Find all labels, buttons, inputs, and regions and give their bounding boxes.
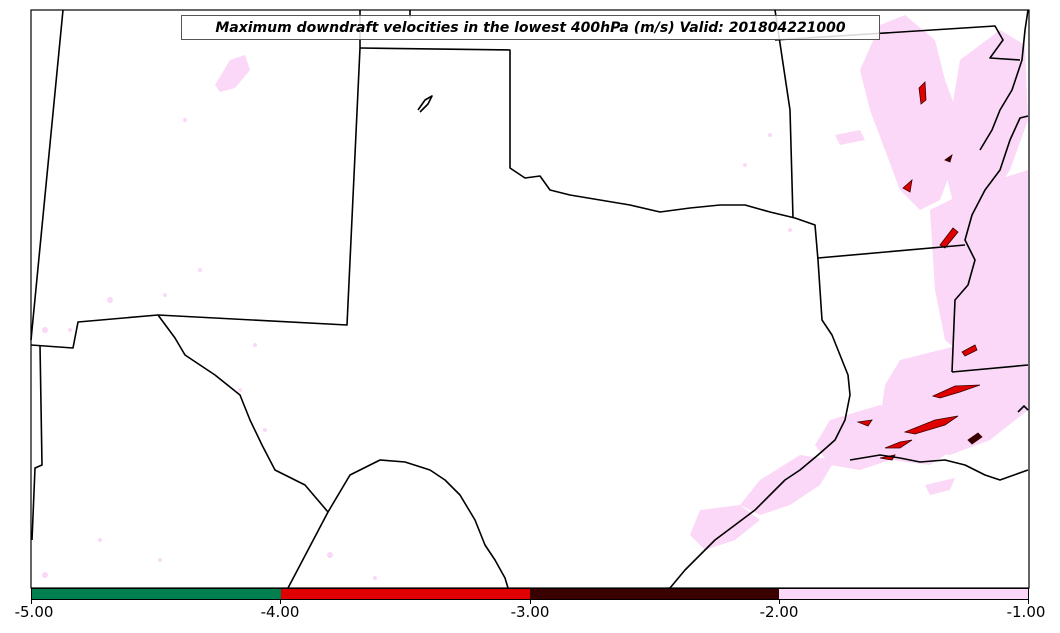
map-frame (30, 9, 1030, 589)
colorbar-segment-strongest (32, 589, 281, 599)
colorbar-tick-label: -3.00 (510, 603, 550, 621)
map-title: Maximum downdraft velocities in the lowe… (181, 15, 880, 40)
colorbar-tick-label: -5.00 (14, 603, 54, 621)
colorbar-segment-weak (779, 589, 1028, 599)
colorbar-tick (779, 599, 780, 604)
colorbar-tick (530, 599, 531, 604)
downdraft-light-field (42, 15, 1028, 580)
colorbar-tick (1028, 599, 1029, 604)
colorbar-segment-strong (281, 589, 530, 599)
colorbar-tick-label: -2.00 (759, 603, 799, 621)
colorbar-segment-moderate (530, 589, 779, 599)
colorbar-tick (280, 599, 281, 604)
colorbar-tick (31, 599, 32, 604)
state-boundaries (30, 9, 1029, 591)
colorbar-tick-label: -4.00 (260, 603, 300, 621)
colorbar-tick-label: -1.00 (1006, 603, 1046, 621)
